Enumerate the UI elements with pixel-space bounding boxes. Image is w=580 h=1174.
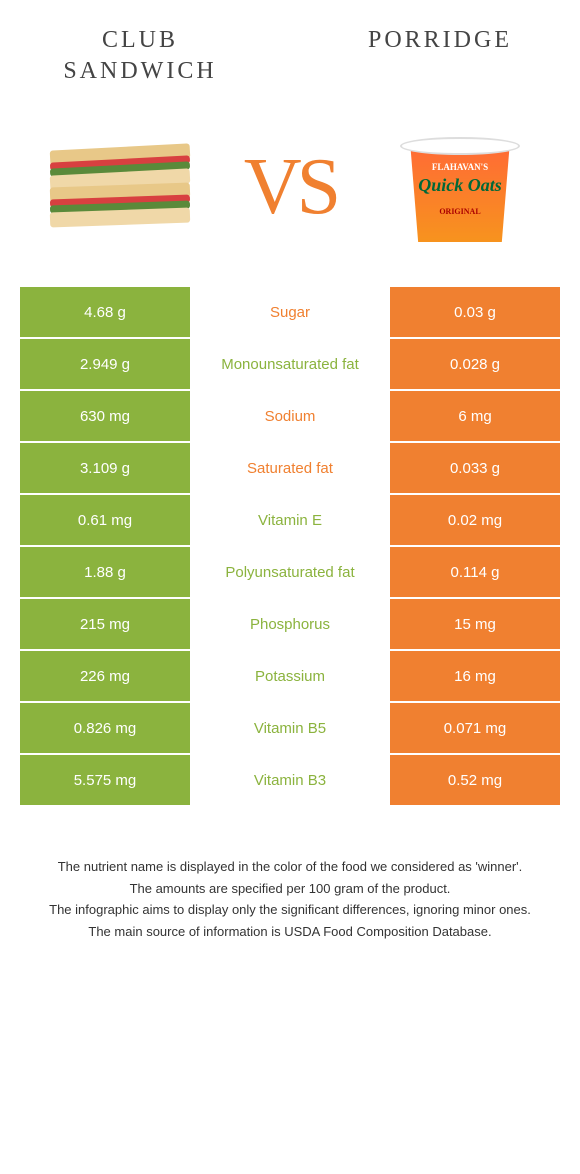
left-value: 2.949 g — [20, 339, 190, 389]
left-value: 215 mg — [20, 599, 190, 649]
nutrient-label: Saturated fat — [192, 443, 388, 493]
vs-text: VS — [244, 142, 336, 233]
left-value: 5.575 mg — [20, 755, 190, 805]
nutrient-label: Vitamin B3 — [192, 755, 388, 805]
nutrient-label: Monounsaturated fat — [192, 339, 388, 389]
right-value: 0.028 g — [390, 339, 560, 389]
table-row: 0.61 mgVitamin E0.02 mg — [20, 495, 560, 545]
cup-main-label: Quick Oats — [395, 175, 525, 196]
cup-sub-label: ORIGINAL — [395, 207, 525, 216]
nutrient-label: Sodium — [192, 391, 388, 441]
right-value: 0.52 mg — [390, 755, 560, 805]
table-row: 226 mgPotassium16 mg — [20, 651, 560, 701]
table-row: 4.68 gSugar0.03 g — [20, 287, 560, 337]
left-value: 226 mg — [20, 651, 190, 701]
nutrient-label: Vitamin B5 — [192, 703, 388, 753]
nutrient-label: Sugar — [192, 287, 388, 337]
left-value: 1.88 g — [20, 547, 190, 597]
nutrient-label: Potassium — [192, 651, 388, 701]
left-value: 0.826 mg — [20, 703, 190, 753]
images-row: VS FLAHAVAN'S Quick Oats ORIGINAL — [0, 97, 580, 287]
cup-brand: FLAHAVAN'S — [395, 162, 525, 172]
right-value: 6 mg — [390, 391, 560, 441]
right-value: 0.033 g — [390, 443, 560, 493]
table-row: 5.575 mgVitamin B30.52 mg — [20, 755, 560, 805]
table-row: 3.109 gSaturated fat0.033 g — [20, 443, 560, 493]
table-row: 1.88 gPolyunsaturated fat0.114 g — [20, 547, 560, 597]
left-food-title: Club Sandwich — [50, 25, 230, 87]
left-value: 630 mg — [20, 391, 190, 441]
nutrient-label: Polyunsaturated fat — [192, 547, 388, 597]
right-value: 0.114 g — [390, 547, 560, 597]
left-value: 3.109 g — [20, 443, 190, 493]
header: Club Sandwich Porridge — [0, 0, 580, 97]
footer-line: The main source of information is USDA F… — [40, 922, 540, 942]
right-value: 16 mg — [390, 651, 560, 701]
right-value: 0.071 mg — [390, 703, 560, 753]
table-row: 0.826 mgVitamin B50.071 mg — [20, 703, 560, 753]
right-food-title: Porridge — [350, 25, 530, 87]
footer-line: The infographic aims to display only the… — [40, 900, 540, 920]
left-value: 4.68 g — [20, 287, 190, 337]
footer-line: The amounts are specified per 100 gram o… — [40, 879, 540, 899]
porridge-image: FLAHAVAN'S Quick Oats ORIGINAL — [380, 117, 540, 257]
table-row: 215 mgPhosphorus15 mg — [20, 599, 560, 649]
sandwich-image — [40, 117, 200, 257]
left-value: 0.61 mg — [20, 495, 190, 545]
right-value: 0.02 mg — [390, 495, 560, 545]
table-row: 630 mgSodium6 mg — [20, 391, 560, 441]
table-row: 2.949 gMonounsaturated fat0.028 g — [20, 339, 560, 389]
footer-line: The nutrient name is displayed in the co… — [40, 857, 540, 877]
right-value: 15 mg — [390, 599, 560, 649]
nutrition-table: 4.68 gSugar0.03 g2.949 gMonounsaturated … — [20, 287, 560, 805]
nutrient-label: Phosphorus — [192, 599, 388, 649]
right-value: 0.03 g — [390, 287, 560, 337]
nutrient-label: Vitamin E — [192, 495, 388, 545]
footer-notes: The nutrient name is displayed in the co… — [0, 807, 580, 963]
